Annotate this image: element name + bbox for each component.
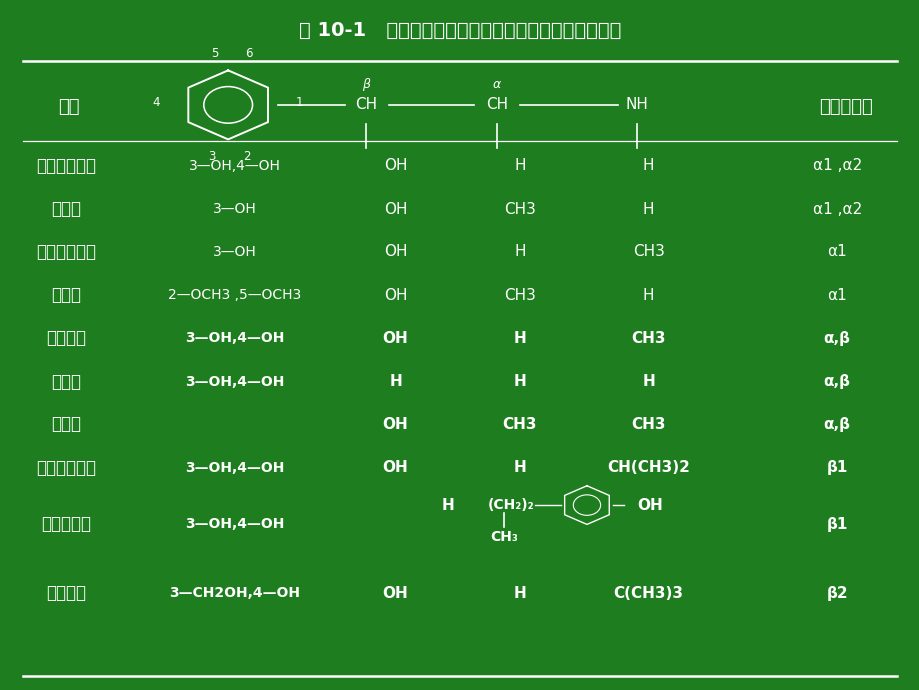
Text: OH: OH xyxy=(382,460,408,475)
Text: H: H xyxy=(513,374,526,389)
Text: CH(CH3)2: CH(CH3)2 xyxy=(607,460,689,475)
Text: β1: β1 xyxy=(825,517,847,532)
Text: α1: α1 xyxy=(826,288,846,303)
Text: 受体选择性: 受体选择性 xyxy=(819,98,872,116)
Text: OH: OH xyxy=(382,417,408,432)
Text: H: H xyxy=(513,586,526,601)
Text: 3—OH: 3—OH xyxy=(212,202,256,216)
Text: 5: 5 xyxy=(210,47,218,59)
Text: β: β xyxy=(362,78,369,90)
Text: H: H xyxy=(441,497,454,513)
Text: OH: OH xyxy=(383,288,407,303)
Text: H: H xyxy=(513,331,526,346)
Text: 异丙肾上腺素: 异丙肾上腺素 xyxy=(36,459,96,477)
Text: α: α xyxy=(493,78,500,90)
Circle shape xyxy=(200,84,255,126)
Text: α,β: α,β xyxy=(823,374,850,389)
Text: CH3: CH3 xyxy=(632,244,664,259)
Text: 麻黄碱: 麻黄碱 xyxy=(51,415,81,433)
Text: OH: OH xyxy=(637,497,663,513)
Text: H: H xyxy=(642,201,653,217)
Text: CH3: CH3 xyxy=(502,417,537,432)
Text: CH3: CH3 xyxy=(504,288,535,303)
Text: (CH₂)₂: (CH₂)₂ xyxy=(487,498,534,512)
Text: 甲氧明: 甲氧明 xyxy=(51,286,81,304)
Text: 间羟胺: 间羟胺 xyxy=(51,200,81,218)
Text: 3—OH,4—OH: 3—OH,4—OH xyxy=(185,331,284,345)
Circle shape xyxy=(571,493,602,517)
Text: H: H xyxy=(642,288,653,303)
Text: α1 ,α2: α1 ,α2 xyxy=(811,201,861,217)
Text: α1 ,α2: α1 ,α2 xyxy=(811,158,861,173)
Text: CH3: CH3 xyxy=(630,331,665,346)
Text: H: H xyxy=(514,244,525,259)
Text: 3—OH,4—OH: 3—OH,4—OH xyxy=(185,518,284,531)
Text: β2: β2 xyxy=(825,586,847,601)
Text: 3—CH2OH,4—OH: 3—CH2OH,4—OH xyxy=(169,586,300,600)
Text: 2: 2 xyxy=(243,150,250,163)
Text: 名称: 名称 xyxy=(58,98,80,116)
Text: 3—OH,4—OH: 3—OH,4—OH xyxy=(185,461,284,475)
Text: 3—OH,4—OH: 3—OH,4—OH xyxy=(185,375,284,388)
Text: NH: NH xyxy=(625,97,647,112)
Text: 多巴胺: 多巴胺 xyxy=(51,373,81,391)
Text: OH: OH xyxy=(382,586,408,601)
Text: OH: OH xyxy=(382,331,408,346)
Text: α,β: α,β xyxy=(823,331,850,346)
Text: C(CH3)3: C(CH3)3 xyxy=(613,586,683,601)
Text: H: H xyxy=(514,158,525,173)
Text: α1: α1 xyxy=(826,244,846,259)
Text: 沙丁胺醇: 沙丁胺醇 xyxy=(46,584,86,602)
Text: 3—OH: 3—OH xyxy=(212,245,256,259)
Text: OH: OH xyxy=(383,244,407,259)
Text: CH3: CH3 xyxy=(504,201,535,217)
Text: H: H xyxy=(389,374,402,389)
Text: H: H xyxy=(642,158,653,173)
Text: 6: 6 xyxy=(244,47,252,59)
Text: OH: OH xyxy=(383,158,407,173)
Text: 3: 3 xyxy=(208,150,215,163)
Text: β1: β1 xyxy=(825,460,847,475)
Text: 2—OCH3 ,5—OCH3: 2—OCH3 ,5—OCH3 xyxy=(168,288,301,302)
Text: CH₃: CH₃ xyxy=(490,530,517,544)
Text: 去氧肾上腺素: 去氧肾上腺素 xyxy=(36,243,96,261)
Text: H: H xyxy=(513,460,526,475)
Text: 多巴酚丁胺: 多巴酚丁胺 xyxy=(41,515,91,533)
Text: 表 10-1   肾上腺素受体激动药的化学结构和受体选择性: 表 10-1 肾上腺素受体激动药的化学结构和受体选择性 xyxy=(299,21,620,40)
Text: 肾上腺素: 肾上腺素 xyxy=(46,329,86,347)
Text: CH3: CH3 xyxy=(630,417,665,432)
Text: 去甲肾上腺素: 去甲肾上腺素 xyxy=(36,157,96,175)
Text: α,β: α,β xyxy=(823,417,850,432)
Text: 4: 4 xyxy=(153,96,160,108)
Text: 3—OH,4—OH: 3—OH,4—OH xyxy=(188,159,280,172)
Text: CH: CH xyxy=(485,97,507,112)
Text: 1: 1 xyxy=(296,96,303,108)
Text: OH: OH xyxy=(383,201,407,217)
Text: H: H xyxy=(641,374,654,389)
Text: CH: CH xyxy=(355,97,377,112)
